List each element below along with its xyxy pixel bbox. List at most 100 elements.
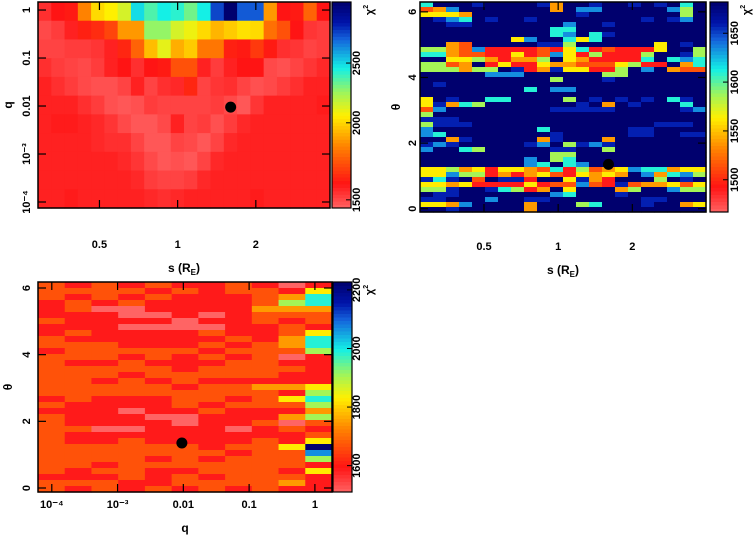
heatmap-cell xyxy=(118,336,146,343)
x-tick-label: 0.5 xyxy=(92,239,107,251)
heatmap-cell xyxy=(157,76,172,97)
heatmap-cell xyxy=(198,450,226,457)
heatmap-cell xyxy=(563,162,577,168)
heatmap-cell xyxy=(237,20,251,41)
heatmap-cell xyxy=(38,438,66,445)
heatmap-cell xyxy=(524,142,538,148)
heatmap-cell xyxy=(446,57,460,63)
heatmap-cell xyxy=(563,22,577,28)
heatmap-cell xyxy=(576,12,590,18)
heatmap-cell xyxy=(472,137,486,143)
heatmap-cell xyxy=(171,378,199,385)
colorbar-segment xyxy=(332,80,351,85)
colorbar-segment xyxy=(710,159,728,164)
colorbar-segment xyxy=(333,376,352,381)
heatmap-cell xyxy=(576,2,590,8)
heatmap-cell xyxy=(38,420,66,427)
heatmap-cell xyxy=(615,207,629,213)
heatmap-cell xyxy=(680,57,694,63)
heatmap-cell xyxy=(198,420,226,427)
heatmap-cell xyxy=(144,294,173,301)
x-axis-label: q xyxy=(181,521,188,535)
colorbar-segment xyxy=(332,166,351,171)
heatmap-cell xyxy=(589,157,603,163)
heatmap-cell xyxy=(130,58,145,78)
heatmap-cell xyxy=(680,67,694,73)
heatmap-cell xyxy=(278,408,306,415)
heatmap-cell xyxy=(433,82,447,88)
heatmap-cell xyxy=(615,112,629,118)
heatmap-cell xyxy=(91,20,105,41)
heatmap-cell xyxy=(118,438,146,445)
heatmap-cell xyxy=(38,384,66,391)
heatmap-cell xyxy=(118,456,146,463)
heatmap-cell xyxy=(64,360,93,367)
heatmap-cell xyxy=(524,72,538,78)
heatmap-cell xyxy=(198,360,226,367)
heatmap-cell xyxy=(64,354,93,361)
heatmap-cell xyxy=(118,288,146,295)
heatmap-cell xyxy=(550,62,564,68)
heatmap-cell xyxy=(263,133,278,153)
heatmap-cell xyxy=(446,12,460,18)
heatmap-cell xyxy=(64,402,93,409)
heatmap-cell xyxy=(550,77,564,83)
heatmap-cell xyxy=(524,162,538,168)
colorbar-segment xyxy=(710,145,728,150)
heatmap-cell xyxy=(250,20,265,41)
heatmap-cell xyxy=(511,92,525,98)
heatmap-cell xyxy=(537,62,551,68)
heatmap-cell xyxy=(693,27,707,33)
heatmap-cell xyxy=(251,468,280,475)
colorbar-segment xyxy=(710,194,728,199)
heatmap-cell xyxy=(498,107,512,113)
colorbar-segment xyxy=(332,5,351,10)
heatmap-cell xyxy=(628,102,642,108)
heatmap-cell xyxy=(524,47,538,53)
colorbar-segment xyxy=(710,198,728,202)
heatmap-cell xyxy=(693,197,707,203)
heatmap-cell xyxy=(511,2,525,8)
heatmap-cell xyxy=(446,32,460,38)
heatmap-cell xyxy=(38,456,66,463)
heatmap-cell xyxy=(667,207,681,213)
heatmap-cell xyxy=(251,294,280,301)
heatmap-cell xyxy=(654,67,668,73)
heatmap-cell xyxy=(198,306,226,313)
heatmap-cell xyxy=(524,137,538,143)
colorbar-segment xyxy=(710,156,728,160)
x-axis-label-main: q xyxy=(181,521,188,535)
best-fit-marker xyxy=(225,101,237,113)
heatmap-cell xyxy=(225,450,253,457)
heatmap-cells xyxy=(38,282,333,493)
heatmap-cell xyxy=(51,95,66,115)
heatmap-cell xyxy=(225,384,253,391)
heatmap-cell xyxy=(91,133,105,153)
heatmap-cell xyxy=(472,2,486,8)
heatmap-cell xyxy=(550,22,564,28)
heatmap-cell xyxy=(628,137,642,143)
x-tick-label: 10⁻⁴ xyxy=(40,499,63,511)
heatmap-cell xyxy=(472,92,486,98)
colorbar-segment xyxy=(333,418,352,423)
heatmap-cell xyxy=(305,408,333,415)
heatmap-cell xyxy=(223,2,238,22)
heatmap-cell xyxy=(91,288,119,295)
heatmap-cell xyxy=(498,62,512,68)
heatmap-cell xyxy=(641,67,655,73)
heatmap-cell xyxy=(628,207,642,213)
colorbar-segment xyxy=(333,453,352,458)
heatmap-cell xyxy=(511,22,525,28)
heatmap-cell xyxy=(511,52,525,58)
heatmap-cell xyxy=(654,107,668,113)
heatmap-cell xyxy=(305,432,333,439)
colorbar-segment xyxy=(332,91,351,96)
colorbar-segment xyxy=(710,9,728,13)
heatmap-cell xyxy=(251,318,280,325)
heatmap-cell xyxy=(654,142,668,148)
heatmap-cell xyxy=(459,62,473,68)
heatmap-cell xyxy=(263,95,278,115)
heatmap-cell xyxy=(693,97,707,103)
colorbar-segment xyxy=(332,56,351,61)
heatmap-cell xyxy=(628,202,642,208)
